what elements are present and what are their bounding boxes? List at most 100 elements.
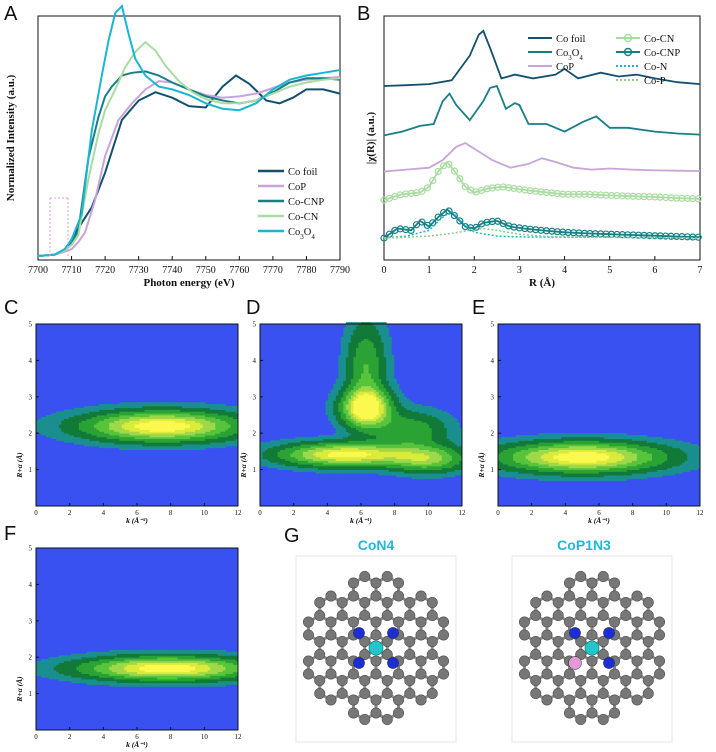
heatmap-cell — [340, 345, 344, 349]
heatmap-cell — [172, 420, 176, 423]
heatmap-cell — [78, 435, 82, 438]
heatmap-cell — [378, 362, 382, 365]
heatmap-cell — [358, 344, 362, 347]
heatmap-cell — [358, 349, 362, 352]
heatmap-cell — [149, 411, 153, 414]
heatmap-cell — [217, 442, 221, 445]
heatmap-cell — [73, 438, 77, 441]
heatmap-cell — [366, 367, 369, 370]
heatmap-cell — [200, 445, 204, 449]
heatmap-cell — [350, 451, 354, 454]
heatmap-cell — [366, 407, 369, 410]
heatmap-cell — [363, 415, 367, 418]
heatmap-cell — [383, 351, 387, 354]
heatmap-cell — [302, 465, 306, 469]
heatmap-cell — [333, 400, 337, 403]
heatmap-cell — [335, 453, 339, 456]
heatmap-cell — [378, 387, 382, 390]
heatmap-cell — [348, 393, 352, 396]
heatmap-cell — [361, 458, 364, 461]
heatmap-cell — [381, 415, 385, 418]
heatmap-cell — [106, 411, 110, 414]
heatmap-cell — [348, 349, 352, 352]
heatmap-cell — [177, 411, 181, 414]
heatmap-cell — [325, 409, 329, 412]
heatmap-cell — [368, 351, 372, 354]
heatmap-cell — [182, 440, 186, 443]
heatmap-cell — [230, 425, 234, 429]
heatmap-cell — [393, 431, 397, 434]
heatmap-cell — [381, 342, 385, 345]
heatmap-cell — [383, 340, 387, 343]
heatmap-cell — [381, 431, 385, 434]
heatmap-cell — [320, 440, 324, 443]
heatmap-cell — [419, 424, 422, 427]
heatmap-cell — [142, 438, 145, 441]
heatmap-cell — [187, 447, 191, 450]
heatmap-cell — [350, 373, 354, 376]
heatmap-cell — [388, 398, 392, 401]
heatmap-cell — [320, 462, 324, 465]
heatmap-cell — [86, 405, 90, 409]
heatmap-cell — [154, 402, 158, 405]
heatmap-cell — [373, 444, 377, 447]
heatmap-cell — [386, 378, 390, 381]
heatmap-cell — [348, 418, 352, 421]
heatmap-cell — [330, 458, 334, 461]
heatmap-cell — [200, 429, 204, 432]
heatmap-cell — [403, 467, 407, 470]
heatmap-cell — [295, 440, 299, 443]
heatmap-cell — [182, 422, 186, 425]
heatmap-cell — [414, 433, 417, 436]
heatmap-cell — [406, 400, 410, 403]
heatmap-cell — [187, 431, 191, 434]
heatmap-cell — [388, 433, 392, 436]
heatmap-cell — [109, 425, 113, 429]
heatmap-cell — [421, 475, 425, 478]
heatmap-cell — [111, 433, 115, 436]
heatmap-cell — [333, 425, 337, 429]
heatmap-cell — [421, 435, 425, 438]
heatmap-cell — [416, 464, 420, 467]
heatmap-cell — [129, 431, 133, 434]
heatmap-cell — [419, 404, 422, 407]
heatmap-cell — [220, 405, 224, 409]
heatmap-cell — [333, 442, 337, 445]
heatmap-cell — [232, 444, 236, 447]
heatmap-cell — [358, 469, 362, 472]
heatmap-cell — [184, 445, 188, 449]
heatmap-cell — [396, 393, 400, 396]
heatmap-cell — [345, 396, 349, 400]
heatmap-cell — [134, 429, 138, 432]
heatmap-cell — [408, 411, 412, 414]
heatmap-cell — [272, 456, 276, 460]
heatmap-cell — [154, 438, 158, 441]
heatmap-cell — [325, 444, 329, 447]
heatmap-cell — [340, 467, 344, 470]
heatmap-cell — [345, 353, 349, 356]
heatmap-cell — [421, 442, 425, 445]
heatmap-cell — [119, 440, 123, 443]
heatmap-cell — [366, 411, 369, 414]
heatmap-cell — [313, 456, 316, 460]
heatmap-cell — [51, 424, 55, 427]
heatmap-cell — [230, 433, 234, 436]
heatmap-cell — [76, 407, 80, 410]
heatmap-cell — [361, 451, 364, 454]
heatmap-cell — [192, 444, 196, 447]
heatmap-cell — [345, 458, 349, 461]
heatmap-cell — [300, 469, 304, 472]
heatmap-cell — [104, 442, 108, 445]
heatmap-cell — [330, 409, 334, 412]
heatmap-cell — [396, 455, 400, 458]
heatmap-cell — [335, 384, 339, 387]
heatmap-cell — [169, 444, 173, 447]
heatmap-cell — [411, 475, 415, 478]
heatmap-cell — [408, 471, 412, 474]
heatmap-cell — [396, 424, 400, 427]
heatmap-cell — [162, 433, 166, 436]
heatmap-cell — [345, 378, 349, 381]
heatmap-cell — [217, 427, 221, 430]
heatmap-cell — [320, 465, 324, 469]
